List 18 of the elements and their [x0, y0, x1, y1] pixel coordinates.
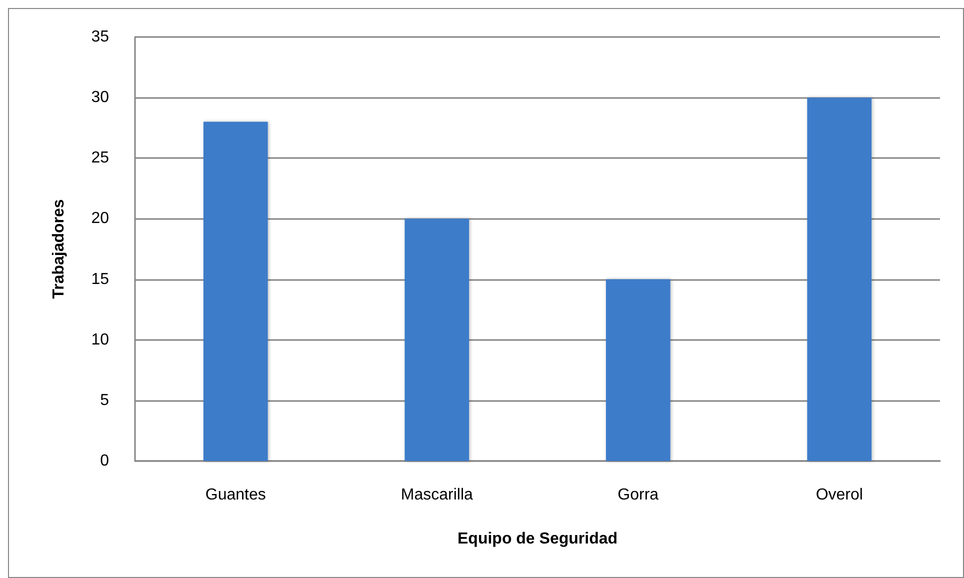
bar	[404, 218, 470, 461]
bar	[606, 279, 670, 461]
y-tick-label: 5	[100, 392, 110, 409]
y-tick-label: 0	[100, 452, 110, 470]
y-tick-label: 20	[91, 210, 110, 228]
x-axis-title: Equipo de Seguridad	[457, 530, 618, 548]
x-tick-label: Guantes	[205, 486, 266, 504]
x-tick-label: Overol	[816, 486, 863, 504]
x-tick-label: Gorra	[618, 486, 659, 504]
y-axis-title: Trabajadores	[50, 199, 68, 299]
bar	[807, 98, 872, 461]
y-tick-label: 25	[91, 150, 110, 167]
y-tick-label: 35	[91, 28, 110, 46]
y-tick-label: 15	[91, 270, 110, 288]
y-tick-label: 10	[91, 331, 110, 348]
x-tick-label: Mascarilla	[400, 486, 473, 504]
bar	[203, 122, 268, 461]
y-tick-label: 30	[91, 89, 110, 106]
